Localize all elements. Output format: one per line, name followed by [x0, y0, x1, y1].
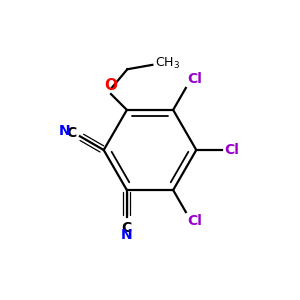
Text: C: C	[67, 126, 77, 140]
Text: Cl: Cl	[187, 72, 202, 86]
Text: Cl: Cl	[224, 143, 239, 157]
Text: C: C	[122, 221, 132, 235]
Text: N: N	[121, 228, 133, 242]
Text: O: O	[104, 78, 118, 93]
Text: Cl: Cl	[187, 214, 202, 228]
Text: N: N	[59, 124, 70, 138]
Text: CH$_3$: CH$_3$	[155, 56, 180, 71]
